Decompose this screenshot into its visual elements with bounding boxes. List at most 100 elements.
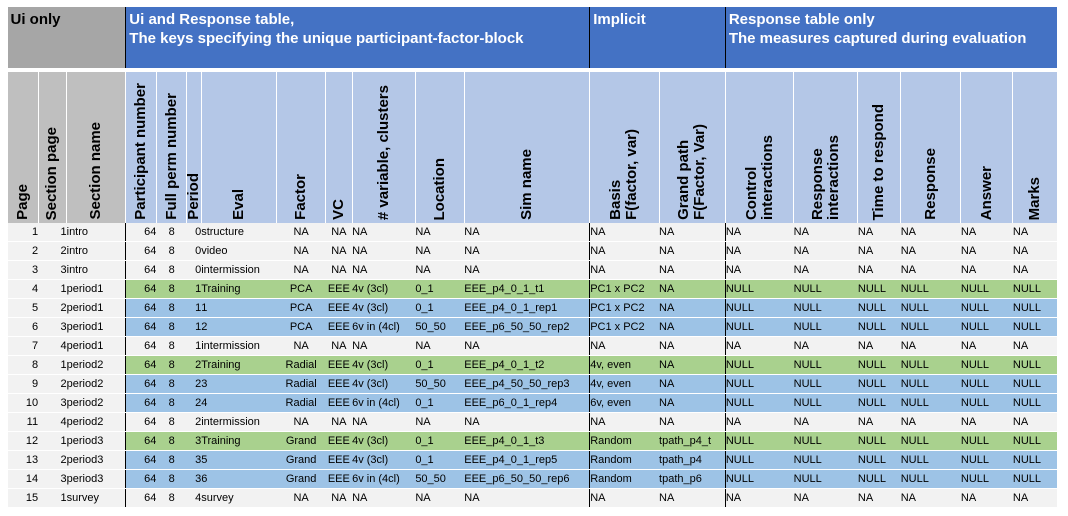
cell-response-int: NA: [793, 223, 858, 242]
cell-sim-name: NA: [464, 336, 590, 356]
cell-marks: NA: [1012, 241, 1057, 261]
column-header-factor: Factor: [276, 72, 326, 223]
table-row: 9 2 period2 64 8 2 3 Radial EEE 4v (3cl) 50_50 EEE_…: [7, 374, 1057, 394]
cell-period: 2: [186, 374, 202, 394]
cell-sim-name: EEE_p6_0_1_rep4: [464, 393, 590, 413]
cell-sim-name: EEE_p6_50_50_rep6: [464, 469, 590, 489]
cell-full-perm: 8: [156, 223, 187, 242]
cell-section-page: 4: [38, 412, 67, 432]
cell-eval: Training: [201, 431, 277, 451]
cell-page: 11: [7, 412, 39, 432]
cell-response-int: NULL: [793, 355, 858, 375]
column-header-label: Answer: [977, 165, 995, 220]
cell-full-perm: 8: [156, 469, 187, 489]
cell-marks: NULL: [1012, 374, 1057, 394]
cell-full-perm: 8: [156, 412, 187, 432]
cell-marks: NULL: [1012, 355, 1057, 375]
cell-answer: NULL: [960, 317, 1013, 337]
cell-grand-path: NA: [659, 393, 726, 413]
column-header-grand-path: Grand path F(Factor, Var): [658, 72, 726, 223]
cell-full-perm: 8: [156, 298, 187, 318]
cell-vc: EEE: [325, 298, 353, 318]
cell-location: NA: [415, 223, 465, 242]
cell-marks: NA: [1012, 223, 1057, 242]
cell-var-clusters: NA: [352, 223, 416, 242]
cell-eval: 4: [201, 393, 277, 413]
column-header-eval: Eval: [200, 72, 277, 223]
cell-location: 0_1: [415, 393, 465, 413]
cell-location: NA: [415, 260, 465, 280]
cell-full-perm: 8: [156, 317, 187, 337]
table-row: 7 4 period1 64 8 1 intermission NA NA NA NA NA NA NA N…: [7, 336, 1057, 356]
cell-sim-name: EEE_p4_0_1_rep1: [464, 298, 590, 318]
cell-control: NA: [724, 260, 794, 280]
cell-grand-path: tpath_p4_t: [659, 431, 726, 451]
cell-grand-path: NA: [659, 355, 726, 375]
cell-period: 0: [186, 223, 202, 242]
cell-response-int: NA: [793, 241, 858, 261]
cell-control: NULL: [724, 279, 794, 299]
cell-factor: PCA: [276, 298, 326, 318]
group-response: Response table only The measures capture…: [724, 7, 1057, 68]
cell-answer: NA: [960, 260, 1013, 280]
cell-marks: NA: [1012, 336, 1057, 356]
cell-time: NA: [857, 488, 901, 508]
cell-factor: NA: [276, 223, 326, 242]
cell-var-clusters: NA: [352, 336, 416, 356]
cell-time: NULL: [857, 298, 901, 318]
cell-section-page: 3: [38, 469, 67, 489]
cell-var-clusters: 6v in (4cl): [352, 393, 416, 413]
cell-section-name: intro: [66, 241, 126, 261]
table-row: 3 3 intro 64 8 0 intermission NA NA NA NA NA NA NA NA N…: [7, 260, 1057, 280]
cell-control: NULL: [724, 298, 794, 318]
cell-marks: NULL: [1012, 431, 1057, 451]
cell-grand-path: NA: [659, 298, 726, 318]
cell-basis: 4v, even: [589, 374, 660, 394]
cell-response: NULL: [900, 298, 961, 318]
cell-period: 0: [186, 241, 202, 261]
cell-marks: NULL: [1012, 298, 1057, 318]
cell-response: NULL: [900, 279, 961, 299]
cell-basis: NA: [589, 241, 660, 261]
cell-section-name: period2: [66, 412, 126, 432]
column-header-section-page: Section page: [37, 72, 67, 223]
cell-factor: Grand: [276, 450, 326, 470]
group-header-row: Ui only Ui and Response table, The keys …: [7, 7, 1057, 68]
cell-vc: EEE: [325, 469, 353, 489]
cell-period: 1: [186, 298, 202, 318]
cell-response: NA: [900, 336, 961, 356]
column-header-label: # variable, clusters: [374, 84, 392, 220]
cell-section-page: 3: [38, 317, 67, 337]
cell-basis: NA: [589, 223, 660, 242]
column-header-basis: Basis F(factor, var): [589, 72, 660, 223]
cell-page: 7: [7, 336, 39, 356]
cell-control: NULL: [724, 431, 794, 451]
cell-response-int: NA: [793, 412, 858, 432]
column-header-time: Time to respond: [857, 72, 901, 223]
cell-section-name: survey: [66, 488, 126, 508]
cell-vc: EEE: [325, 355, 353, 375]
cell-var-clusters: NA: [352, 241, 416, 261]
cell-participant: 64: [125, 241, 157, 261]
cell-marks: NA: [1012, 488, 1057, 508]
cell-eval: 1: [201, 298, 277, 318]
cell-section-name: period1: [66, 317, 126, 337]
cell-var-clusters: 4v (3cl): [352, 279, 416, 299]
cell-participant: 64: [125, 469, 157, 489]
cell-response-int: NULL: [793, 317, 858, 337]
column-header-label: Section page: [43, 126, 61, 220]
cell-marks: NULL: [1012, 450, 1057, 470]
cell-basis: 4v, even: [589, 355, 660, 375]
cell-section-name: period2: [66, 355, 126, 375]
cell-eval: video: [201, 241, 277, 261]
cell-grand-path: NA: [659, 488, 726, 508]
cell-section-page: 1: [38, 488, 67, 508]
table-row: 14 3 period3 64 8 3 6 Grand EEE 6v in (4cl) 50_50 E…: [7, 469, 1057, 489]
cell-grand-path: NA: [659, 317, 726, 337]
cell-page: 3: [7, 260, 39, 280]
cell-response-int: NA: [793, 488, 858, 508]
cell-participant: 64: [125, 260, 157, 280]
cell-basis: Random: [589, 431, 660, 451]
cell-var-clusters: NA: [352, 412, 416, 432]
column-header-sim-name: Sim name: [463, 72, 590, 223]
